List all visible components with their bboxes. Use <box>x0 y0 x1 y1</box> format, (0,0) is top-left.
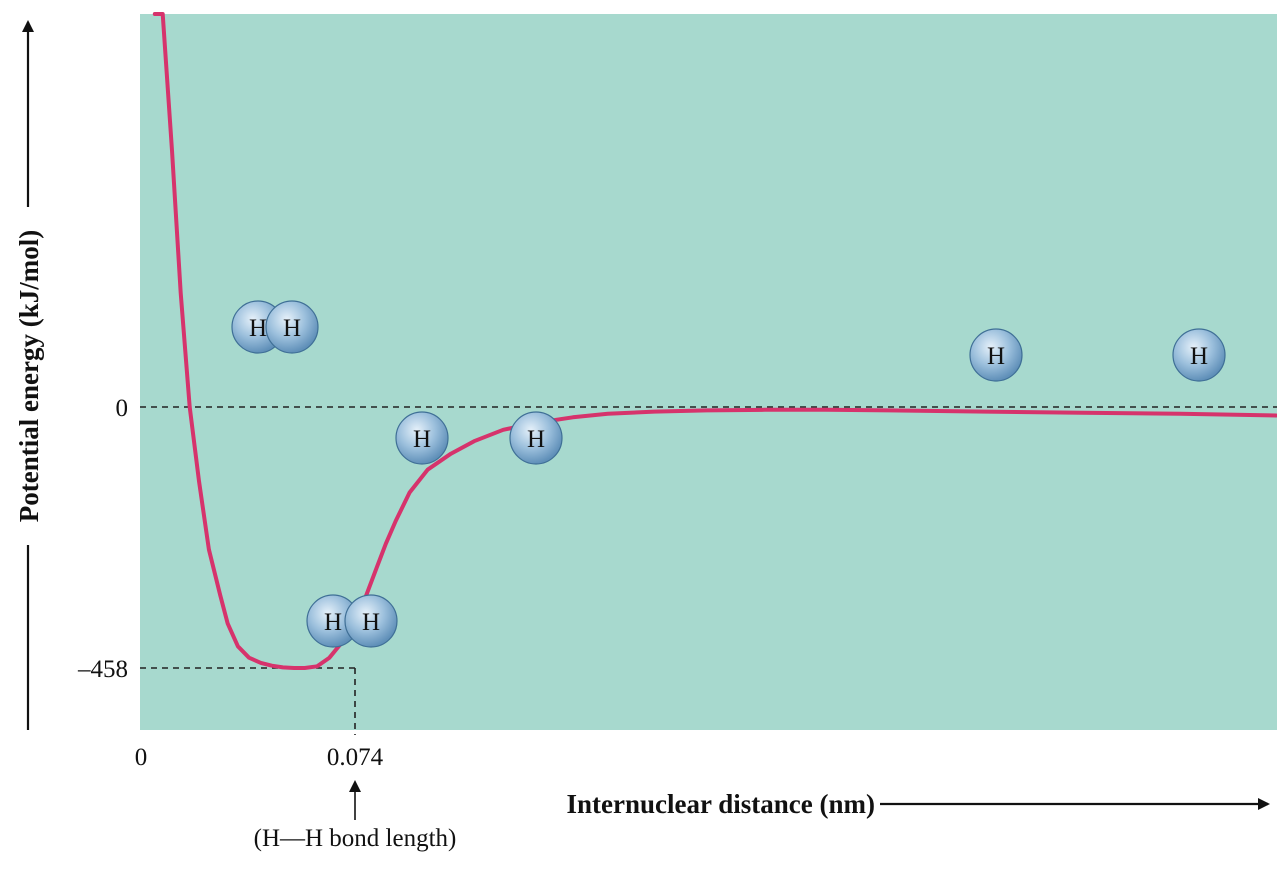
hydrogen-atom <box>344 594 398 648</box>
hydrogen-atom <box>509 411 563 465</box>
hydrogen-atom-label: H <box>1190 343 1208 370</box>
hydrogen-atom-label: H <box>249 315 267 342</box>
hydrogen-atom <box>265 300 319 354</box>
hydrogen-atom <box>969 328 1023 382</box>
x-tick-label-bond-length: 0.074 <box>327 744 384 771</box>
hydrogen-atom <box>395 411 449 465</box>
hydrogen-atom <box>1172 328 1226 382</box>
hydrogen-atom-label: H <box>283 315 301 342</box>
bond-length-annotation: (H—H bond length) <box>254 825 457 852</box>
x-tick-label-0: 0 <box>135 744 148 771</box>
y-axis-title: Potential energy (kJ/mol) <box>14 230 44 522</box>
hydrogen-atom-label: H <box>324 609 342 636</box>
y-tick-label-0: 0 <box>116 395 129 422</box>
y-tick-label-min: –458 <box>77 656 128 683</box>
hydrogen-atom-label: H <box>362 609 380 636</box>
hydrogen-atom-label: H <box>527 426 545 453</box>
molecule-illustrations: H HH HH HH H <box>231 300 1226 648</box>
hydrogen-atom-label: H <box>413 426 431 453</box>
hydrogen-atom-label: H <box>987 343 1005 370</box>
x-axis-title: Internuclear distance (nm) <box>567 789 875 819</box>
